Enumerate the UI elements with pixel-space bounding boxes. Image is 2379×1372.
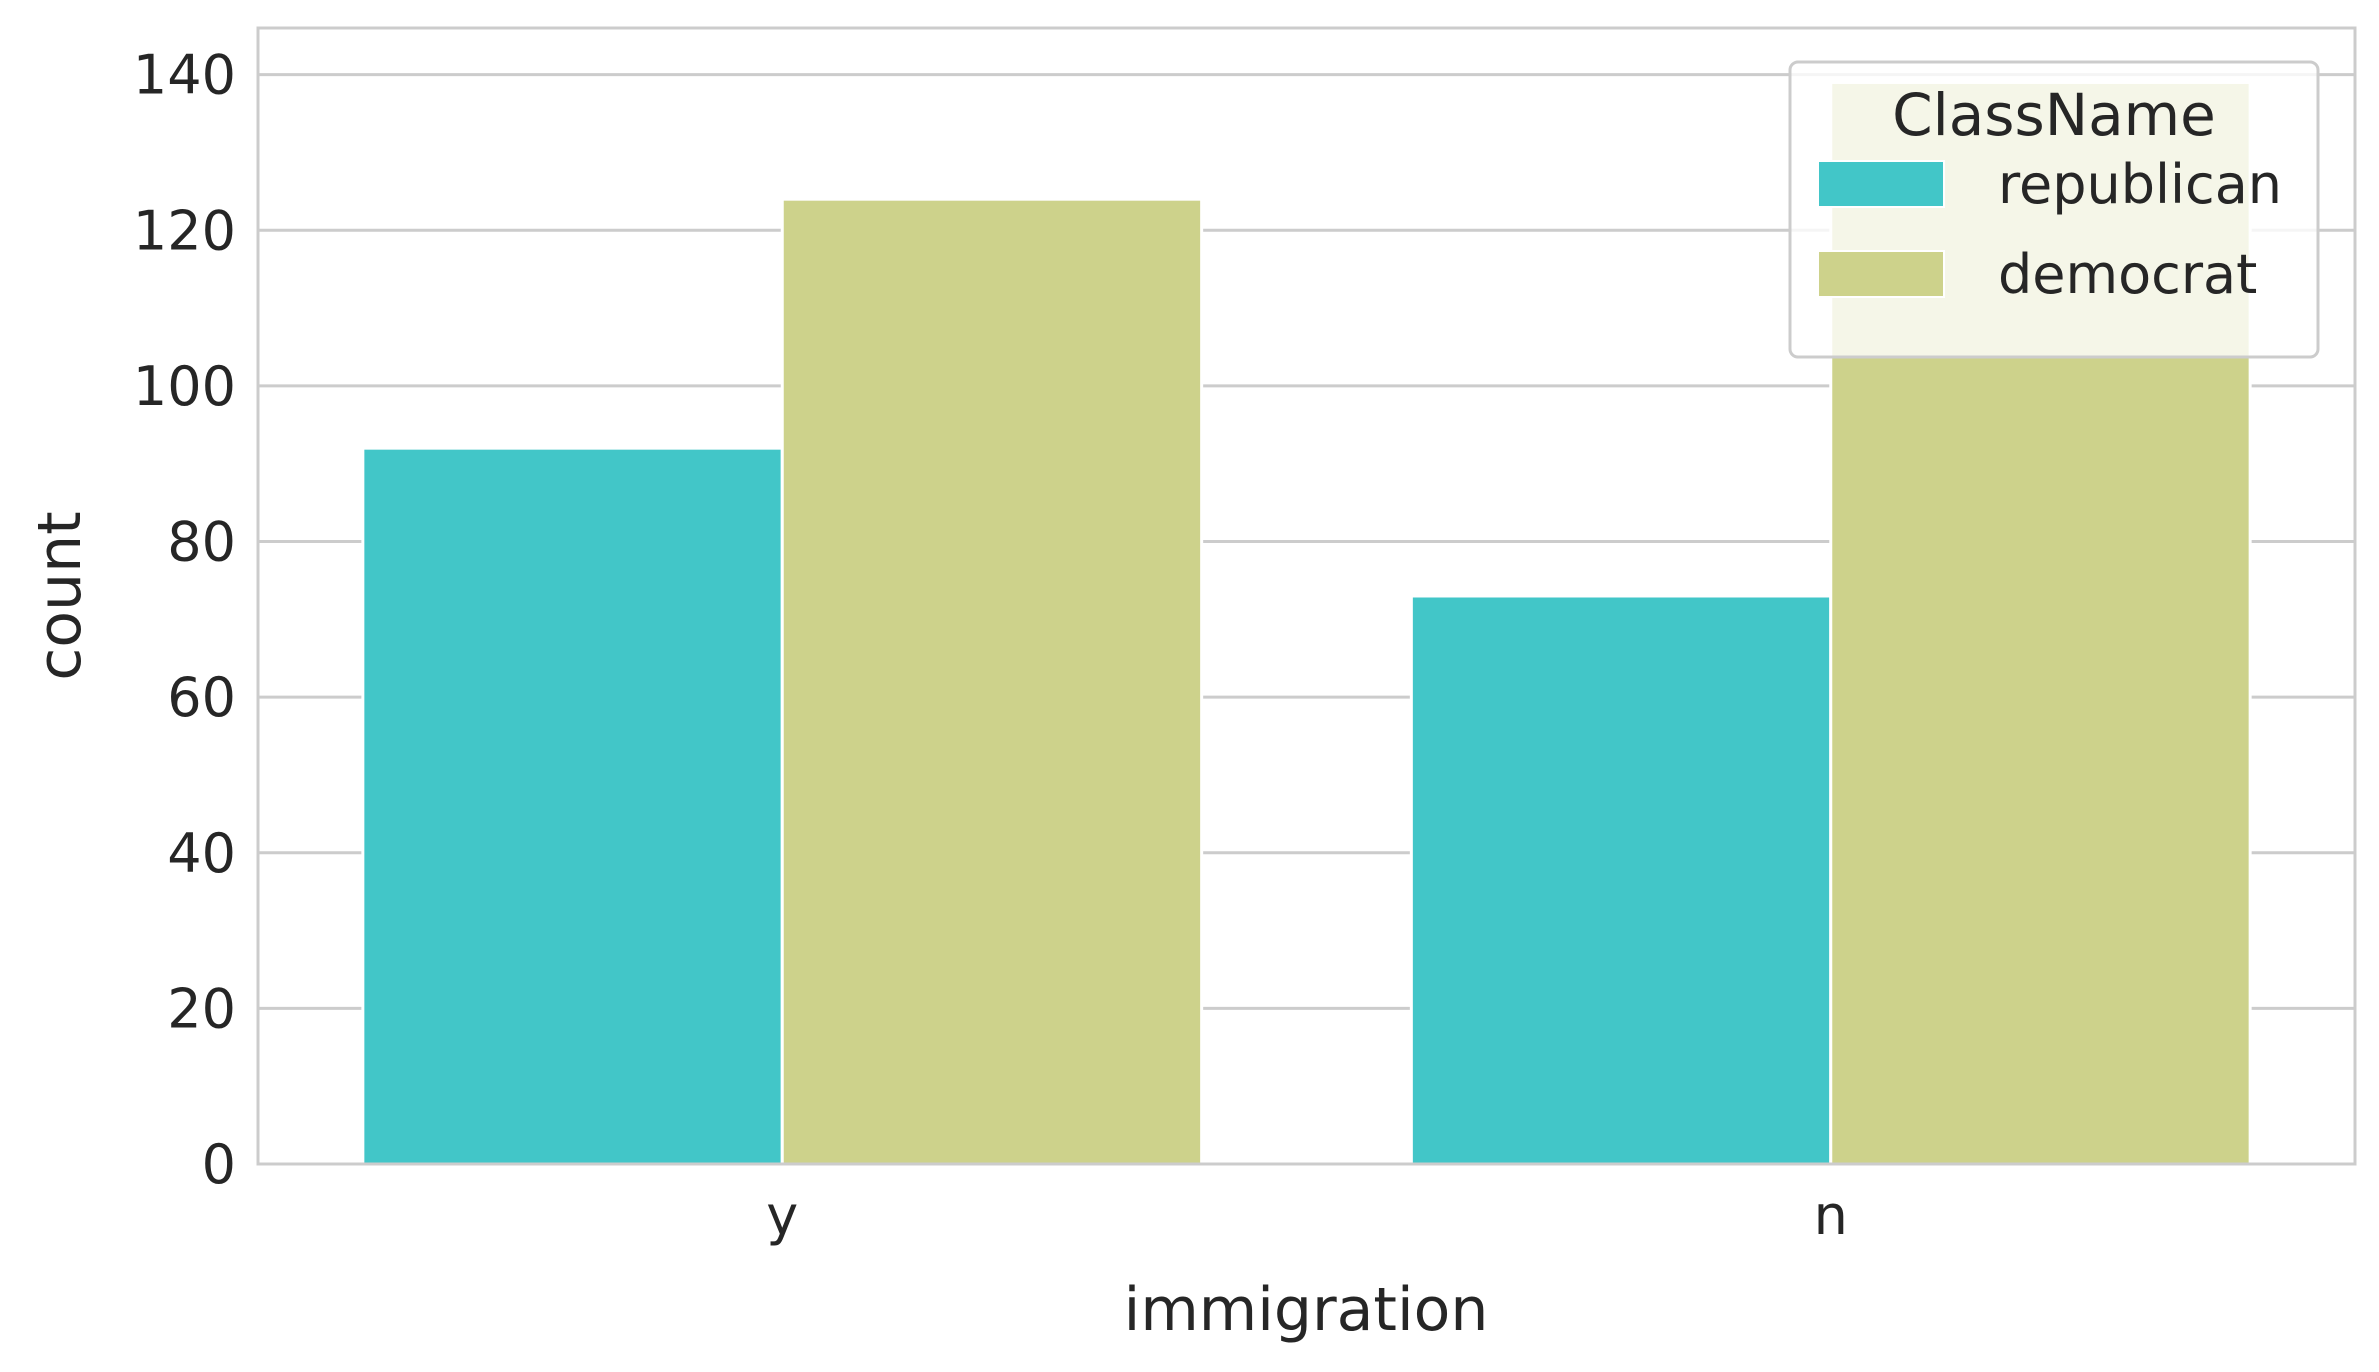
x-tick-label: n	[1814, 1184, 1848, 1247]
bar-democrat-y	[780, 197, 1204, 1166]
legend-title: ClassName	[1892, 81, 2216, 149]
y-tick-label: 100	[133, 355, 236, 418]
plot-frame	[256, 26, 2357, 1166]
legend-swatch-republican	[1817, 160, 1945, 208]
y-tick-labels: 0 20 40 60 80 100 120 140	[133, 44, 236, 1196]
x-axis-label: immigration	[1124, 1275, 1489, 1345]
y-tick-label: 40	[167, 822, 236, 885]
y-tick-label: 20	[167, 977, 236, 1040]
legend-swatch-democrat	[1817, 250, 1945, 298]
y-axis-label: count	[25, 511, 95, 680]
legend-items: republican democrat	[1817, 153, 2282, 306]
y-tick-label: 140	[133, 44, 236, 107]
legend-label-republican: republican	[1998, 153, 2282, 216]
legend: ClassName republican democrat	[1788, 60, 2320, 359]
y-tick-label: 60	[167, 666, 236, 729]
y-tick-label: 80	[167, 511, 236, 574]
y-tick-label: 0	[202, 1133, 236, 1196]
x-tick-label: y	[766, 1184, 798, 1247]
legend-label-democrat: democrat	[1998, 243, 2257, 306]
bar-republican-y	[361, 446, 784, 1166]
bar-republican-n	[1409, 594, 1833, 1166]
y-tick-label: 120	[133, 199, 236, 262]
